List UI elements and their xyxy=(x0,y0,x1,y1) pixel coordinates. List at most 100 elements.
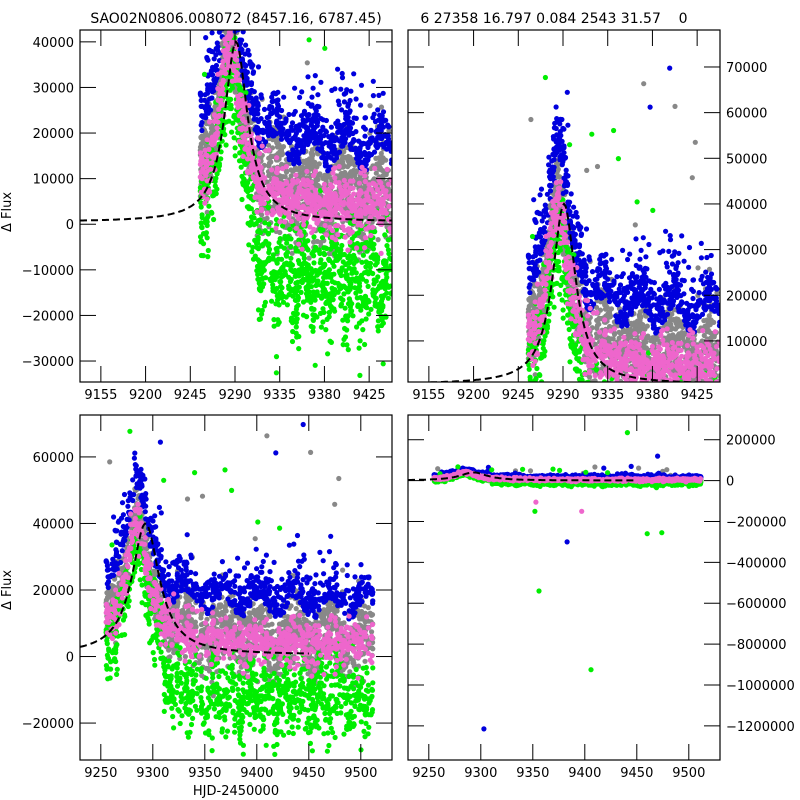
data-point xyxy=(305,264,311,270)
data-point xyxy=(376,177,382,183)
data-point xyxy=(305,190,312,196)
data-point xyxy=(357,372,363,378)
data-point xyxy=(315,247,321,253)
data-point xyxy=(232,0,237,3)
data-point xyxy=(320,319,326,325)
data-point xyxy=(621,409,626,414)
data-point xyxy=(198,103,204,109)
data-point xyxy=(277,279,283,285)
data-point xyxy=(348,146,354,152)
data-point xyxy=(208,48,214,55)
data-point xyxy=(218,0,223,5)
data-point xyxy=(342,234,348,240)
data-point xyxy=(262,119,268,125)
data-point xyxy=(295,139,301,145)
data-point xyxy=(246,52,252,58)
data-point xyxy=(342,325,348,332)
data-point xyxy=(287,183,293,189)
data-point xyxy=(305,74,311,80)
data-point xyxy=(347,239,353,245)
data-point xyxy=(309,306,315,312)
data-point xyxy=(275,103,282,109)
data-point xyxy=(370,115,376,121)
data-point xyxy=(333,135,339,141)
data-point xyxy=(328,182,334,188)
data-point xyxy=(302,277,308,283)
data-point xyxy=(379,184,385,190)
data-point xyxy=(616,407,621,412)
data-point xyxy=(293,306,299,312)
data-point xyxy=(213,191,219,197)
data-point xyxy=(274,293,280,299)
data-point xyxy=(311,172,317,179)
data-point xyxy=(378,123,384,129)
data-point xyxy=(270,190,276,196)
data-point xyxy=(362,304,368,310)
data-point xyxy=(321,181,327,187)
data-point xyxy=(245,156,251,162)
data-point xyxy=(341,177,347,183)
data-point xyxy=(621,402,626,407)
data-point xyxy=(282,271,289,278)
data-point xyxy=(362,115,368,121)
data-point xyxy=(280,299,287,305)
data-point xyxy=(374,260,380,266)
data-point xyxy=(329,234,335,240)
data-point xyxy=(327,246,334,252)
data-point xyxy=(199,215,205,221)
data-point xyxy=(283,169,290,175)
data-point xyxy=(273,91,279,97)
data-point xyxy=(368,186,374,193)
data-point xyxy=(205,247,211,254)
data-point xyxy=(256,264,262,270)
data-point xyxy=(304,177,311,183)
data-point xyxy=(239,196,245,203)
data-point xyxy=(259,311,265,317)
data-point xyxy=(308,122,314,128)
data-point xyxy=(359,318,365,324)
data-point xyxy=(335,129,341,135)
data-point xyxy=(274,144,281,150)
data-point xyxy=(342,305,348,311)
data-point xyxy=(220,77,226,83)
data-point xyxy=(351,266,357,272)
data-point xyxy=(338,124,345,130)
data-point xyxy=(309,94,315,100)
data-point xyxy=(214,171,220,177)
x-tick-label: 9200 xyxy=(129,388,162,403)
data-point xyxy=(333,223,339,229)
data-point xyxy=(657,413,662,418)
data-point xyxy=(236,158,243,164)
data-point xyxy=(338,301,345,307)
x-axis-label: HJD-2450000 xyxy=(193,784,279,799)
data-point xyxy=(646,402,651,407)
data-point xyxy=(625,402,630,407)
data-point xyxy=(220,91,226,97)
data-point xyxy=(216,112,222,119)
data-point xyxy=(275,151,281,157)
data-point xyxy=(340,143,346,149)
data-point xyxy=(384,133,390,139)
data-point xyxy=(328,274,334,280)
data-point xyxy=(693,405,698,410)
data-point xyxy=(258,116,264,122)
data-point xyxy=(219,63,225,69)
data-point xyxy=(296,260,302,266)
data-point xyxy=(345,247,351,253)
data-point xyxy=(357,338,363,344)
data-point xyxy=(362,293,368,299)
data-point xyxy=(201,113,208,119)
data-point xyxy=(200,166,206,172)
data-point xyxy=(261,200,267,207)
data-point xyxy=(197,150,204,156)
data-point xyxy=(388,229,392,235)
data-point xyxy=(375,200,381,206)
data-point xyxy=(305,139,311,145)
data-point xyxy=(593,304,600,310)
data-point xyxy=(333,204,339,210)
data-point xyxy=(250,62,256,68)
data-point xyxy=(255,125,261,131)
data-point xyxy=(211,112,218,118)
data-point xyxy=(234,63,240,69)
data-point xyxy=(349,308,355,314)
